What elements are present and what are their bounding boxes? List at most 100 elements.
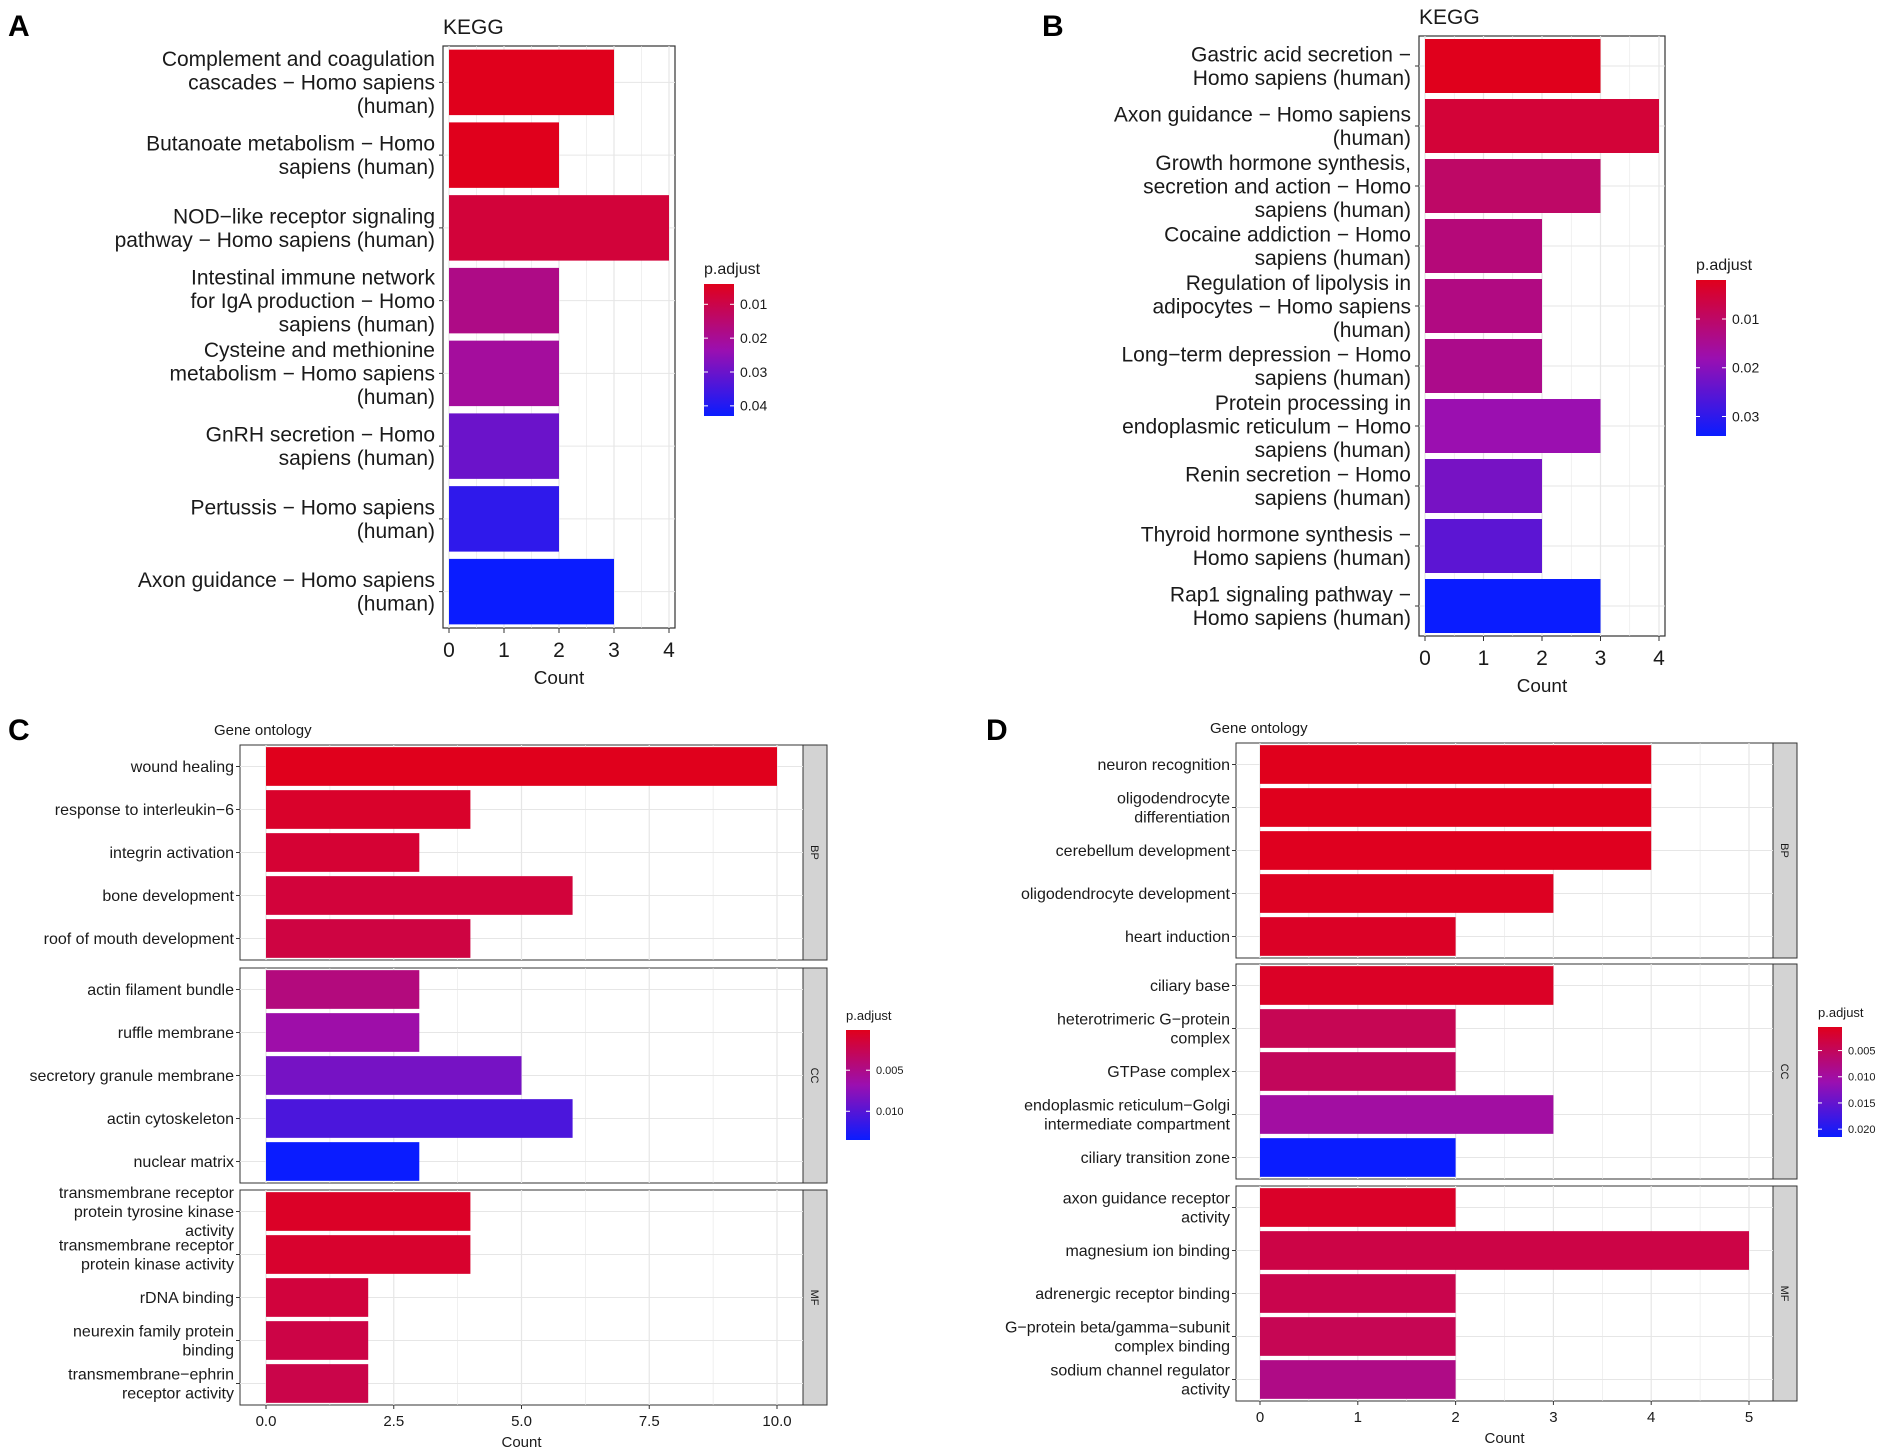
bar <box>1260 1138 1456 1177</box>
bar <box>449 49 614 116</box>
y-tick-label: Homo sapiens (human) <box>1193 607 1411 630</box>
facet-bp: BP neuron recognition oligodendrocyte diffe… <box>1021 742 1798 959</box>
y-tick-label: transmembrane−ephrin <box>68 1367 234 1384</box>
y-tick-label: sapiens (human) <box>279 447 435 470</box>
y-tick-label: endoplasmic reticulum − Homo <box>1122 415 1411 438</box>
y-tick-label: ruffle membrane <box>118 1025 234 1042</box>
y-tick-label: transmembrane receptor <box>59 1238 235 1255</box>
y-tick-label: sapiens (human) <box>1255 199 1411 222</box>
bar <box>266 833 420 872</box>
legend-tick-label: 0.02 <box>740 330 767 346</box>
legend-tick-label: 0.010 <box>1848 1072 1876 1084</box>
facet-strip-label: BP <box>808 845 820 860</box>
x-axis-label: Count <box>1517 676 1568 697</box>
y-tick-label: secretion and action − Homo <box>1143 175 1411 198</box>
x-tick-label: 10.0 <box>762 1413 791 1430</box>
y-tick-label: cerebellum development <box>1056 843 1231 860</box>
y-tick-label: ciliary base <box>1150 978 1230 995</box>
legend: p.adjust 0.005 0.010 <box>846 1008 904 1140</box>
facet-strip-label: BP <box>1778 843 1790 858</box>
y-tick-label: neurexin family protein <box>73 1324 234 1341</box>
legend-title: p.adjust <box>1696 257 1753 274</box>
legend-tick-label: 0.010 <box>876 1106 904 1118</box>
bar <box>1425 39 1601 93</box>
legend-tick-label: 0.005 <box>876 1065 904 1077</box>
bar <box>1425 159 1601 213</box>
y-tick-label: Butanoate metabolism − Homo <box>146 133 435 156</box>
bar <box>1425 99 1659 153</box>
bar <box>1260 917 1456 956</box>
y-tick-label: sapiens (human) <box>279 313 435 336</box>
bar <box>1260 1188 1456 1227</box>
y-tick-label: (human) <box>357 95 435 118</box>
y-tick-label: actin cytoskeleton <box>107 1111 234 1128</box>
x-tick-label: 2.5 <box>383 1413 404 1430</box>
x-tick-label: 3 <box>608 639 620 662</box>
y-tick-label: Cysteine and methionine <box>204 339 435 362</box>
y-tick-label: GnRH secretion − Homo <box>206 424 435 447</box>
panel-letter: A <box>8 10 30 43</box>
bar <box>1260 1052 1456 1091</box>
y-tick-label: sodium channel regulator <box>1050 1363 1230 1380</box>
legend-colorbar <box>846 1030 870 1140</box>
y-tick-label: (human) <box>1333 319 1411 342</box>
x-axis-label: Count <box>534 668 585 689</box>
chart-panel-c: BP wound healing response to interleukin−6… <box>29 722 904 1451</box>
x-tick-label: 0 <box>1419 647 1431 670</box>
y-tick-label: rDNA binding <box>140 1290 234 1307</box>
legend-colorbar <box>1818 1027 1842 1137</box>
y-tick-label: activity <box>185 1223 234 1240</box>
bar <box>1425 219 1542 273</box>
y-tick-label: Complement and coagulation <box>162 48 435 71</box>
y-tick-label: activity <box>1181 1210 1230 1227</box>
y-tick-label: oligodendrocyte development <box>1021 886 1231 903</box>
facet-strip <box>802 744 828 961</box>
bar <box>1260 1317 1456 1356</box>
bar <box>1260 1009 1456 1048</box>
y-tick-label: cascades − Homo sapiens <box>188 72 435 95</box>
y-tick-label: adipocytes − Homo sapiens <box>1152 295 1411 318</box>
x-tick-label: 2 <box>553 639 565 662</box>
x-tick-label: 5.0 <box>511 1413 532 1430</box>
x-tick-label: 7.5 <box>639 1413 660 1430</box>
bar <box>1425 519 1542 573</box>
bar <box>1425 579 1601 633</box>
bar <box>1425 339 1542 393</box>
bar <box>1260 745 1652 784</box>
y-tick-label: heterotrimeric G−protein <box>1057 1012 1230 1029</box>
bar <box>266 1321 369 1360</box>
chart-title: Gene ontology <box>1210 720 1308 737</box>
y-tick-label: complex <box>1170 1031 1230 1048</box>
chart-title: KEGG <box>443 16 504 39</box>
bar <box>1425 399 1601 453</box>
y-tick-label: binding <box>182 1343 234 1360</box>
y-tick-label: oligodendrocyte <box>1117 791 1230 808</box>
bar <box>449 558 614 625</box>
bar <box>266 1013 420 1052</box>
bar <box>449 486 559 552</box>
y-tick-label: transmembrane receptor <box>59 1185 235 1202</box>
y-tick-label: response to interleukin−6 <box>55 802 234 819</box>
facet-cc: CC actin filament bundle ruffle membrane se… <box>29 967 828 1184</box>
y-tick-label: pathway − Homo sapiens (human) <box>115 229 435 252</box>
bar <box>449 340 559 407</box>
facet-cc: CC ciliary base heterotrimeric G−protein co… <box>1024 963 1798 1180</box>
legend-tick-label: 0.005 <box>1848 1045 1876 1057</box>
x-axis-label: Count <box>501 1434 542 1448</box>
y-tick-label: Regulation of lipolysis in <box>1186 272 1411 295</box>
legend-colorbar <box>704 284 734 416</box>
y-tick-label: integrin activation <box>109 845 234 862</box>
y-tick-label: sapiens (human) <box>279 156 435 179</box>
bar <box>1260 1231 1749 1270</box>
legend-tick-label: 0.020 <box>1848 1124 1876 1136</box>
y-tick-label: Pertussis − Homo sapiens <box>190 496 435 519</box>
bar <box>1425 279 1542 333</box>
bar <box>1260 1095 1554 1134</box>
x-tick-label: 1 <box>1354 1409 1362 1426</box>
chart-panel-b: Gastric acid secretion − Homo sapiens (hu… <box>1114 6 1760 697</box>
legend-title: p.adjust <box>704 261 761 278</box>
y-tick-label: Gastric acid secretion − <box>1191 44 1411 67</box>
